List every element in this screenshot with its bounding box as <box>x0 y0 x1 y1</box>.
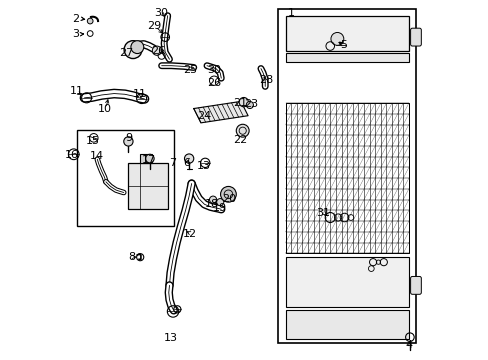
Text: 19: 19 <box>212 203 226 213</box>
Text: 7: 7 <box>168 158 176 168</box>
Bar <box>285 53 408 62</box>
Text: 12: 12 <box>183 229 197 239</box>
Circle shape <box>246 102 253 109</box>
Text: 13: 13 <box>164 333 178 343</box>
Text: 15: 15 <box>85 136 100 146</box>
Text: 26: 26 <box>206 78 221 88</box>
Text: 17: 17 <box>142 156 156 165</box>
Text: 28: 28 <box>258 75 272 85</box>
Bar <box>278 9 415 342</box>
Bar <box>140 154 152 163</box>
Circle shape <box>209 196 216 203</box>
Circle shape <box>152 46 162 55</box>
Text: 30: 30 <box>207 65 221 75</box>
Text: 21: 21 <box>233 98 247 108</box>
Text: 10: 10 <box>98 104 112 114</box>
Text: 3: 3 <box>72 29 79 39</box>
Text: 13: 13 <box>196 161 210 171</box>
Bar <box>128 163 167 209</box>
Circle shape <box>236 124 248 137</box>
Text: 26: 26 <box>151 46 165 56</box>
Circle shape <box>239 98 248 107</box>
Text: 16: 16 <box>65 150 79 160</box>
Circle shape <box>216 199 224 206</box>
Text: 22: 22 <box>233 135 247 145</box>
Text: 20: 20 <box>222 194 236 203</box>
Text: 8: 8 <box>128 252 135 262</box>
Circle shape <box>184 154 193 163</box>
Text: 1: 1 <box>287 8 294 18</box>
Polygon shape <box>193 102 247 123</box>
Circle shape <box>145 154 154 163</box>
Text: 9: 9 <box>124 133 132 143</box>
Circle shape <box>123 137 133 146</box>
Text: 29: 29 <box>147 21 161 31</box>
Bar <box>285 103 408 253</box>
Text: 27: 27 <box>119 48 133 58</box>
Text: 2: 2 <box>72 14 79 23</box>
Text: 5: 5 <box>340 40 346 50</box>
Circle shape <box>220 186 236 202</box>
Bar <box>285 257 408 307</box>
Text: 23: 23 <box>244 99 258 109</box>
Text: 6: 6 <box>183 158 190 168</box>
Bar <box>285 16 408 51</box>
Text: 18: 18 <box>204 199 218 209</box>
Text: 4: 4 <box>405 340 411 350</box>
Bar <box>77 130 173 226</box>
Text: 30: 30 <box>154 8 168 18</box>
Circle shape <box>124 41 142 59</box>
Text: 25: 25 <box>183 65 197 75</box>
Text: 11: 11 <box>133 89 147 99</box>
FancyBboxPatch shape <box>410 276 421 294</box>
Text: 31: 31 <box>315 208 329 218</box>
Circle shape <box>330 32 343 45</box>
Text: 24: 24 <box>197 111 211 121</box>
FancyBboxPatch shape <box>410 28 421 46</box>
Text: 11: 11 <box>69 86 83 96</box>
Circle shape <box>87 18 93 24</box>
Text: 14: 14 <box>90 151 104 161</box>
Bar <box>285 310 408 339</box>
Circle shape <box>131 41 143 54</box>
